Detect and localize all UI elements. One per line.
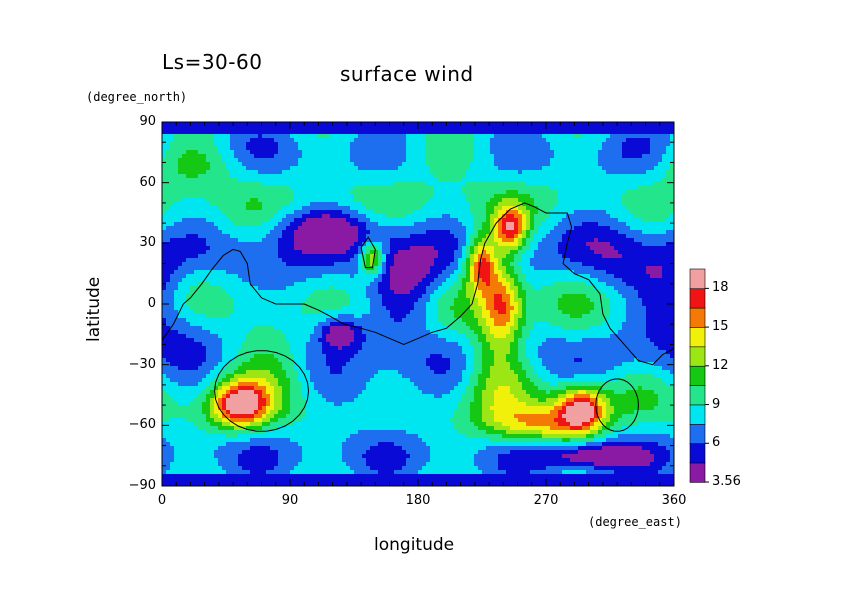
elysium-contour bbox=[360, 236, 376, 269]
colorbar-swatch bbox=[689, 423, 706, 444]
chart-title: surface wind bbox=[340, 62, 474, 86]
axis-ticks bbox=[161, 121, 675, 487]
x-tick-label: 0 bbox=[157, 493, 167, 508]
x-units: (degree_east) bbox=[588, 515, 682, 529]
x-tick-label: 270 bbox=[533, 493, 559, 508]
colorbar-label: 15 bbox=[712, 319, 729, 335]
colorbar-label: 6 bbox=[712, 435, 721, 451]
hellas-contour bbox=[214, 350, 309, 432]
colorbar-label: 18 bbox=[712, 280, 729, 296]
y-units: (degree_north) bbox=[86, 90, 188, 104]
y-tick-label: 30 bbox=[139, 235, 156, 251]
colorbar-swatch bbox=[689, 346, 706, 367]
x-tick-label: 180 bbox=[405, 493, 431, 508]
y-tick-label: −60 bbox=[128, 417, 156, 433]
colorbar-label: 3.56 bbox=[712, 474, 741, 489]
colorbar-swatch bbox=[689, 307, 706, 328]
colorbar-swatch bbox=[689, 442, 706, 464]
y-tick-label: 60 bbox=[139, 174, 156, 190]
colorbar-swatch bbox=[689, 462, 706, 483]
x-tick-label: 90 bbox=[281, 493, 299, 508]
chart-subtitle: Ls=30-60 bbox=[162, 50, 263, 74]
y-tick-label: −90 bbox=[128, 478, 156, 493]
y-tick-label: −30 bbox=[128, 356, 156, 372]
wind-field bbox=[162, 122, 674, 486]
colorbar-swatch bbox=[689, 365, 706, 386]
colorbar-label: 9 bbox=[712, 396, 721, 412]
colorbar-swatch bbox=[689, 384, 706, 406]
dichotomy-contour bbox=[162, 202, 674, 366]
colorbar-swatch bbox=[689, 288, 706, 309]
colorbar-swatch bbox=[689, 268, 706, 290]
colorbar-swatch bbox=[689, 326, 706, 348]
topography-contours bbox=[162, 202, 674, 432]
colorbar-swatch bbox=[689, 404, 706, 425]
y-axis-label: latitude bbox=[84, 276, 104, 342]
x-axis-label: longitude bbox=[374, 535, 455, 555]
colorbar-label: 12 bbox=[712, 357, 729, 373]
argyre-contour bbox=[595, 378, 639, 432]
y-tick-label: 0 bbox=[147, 296, 156, 311]
y-tick-label: 90 bbox=[139, 114, 156, 129]
x-tick-label: 360 bbox=[661, 493, 687, 508]
colorbar bbox=[689, 268, 709, 483]
